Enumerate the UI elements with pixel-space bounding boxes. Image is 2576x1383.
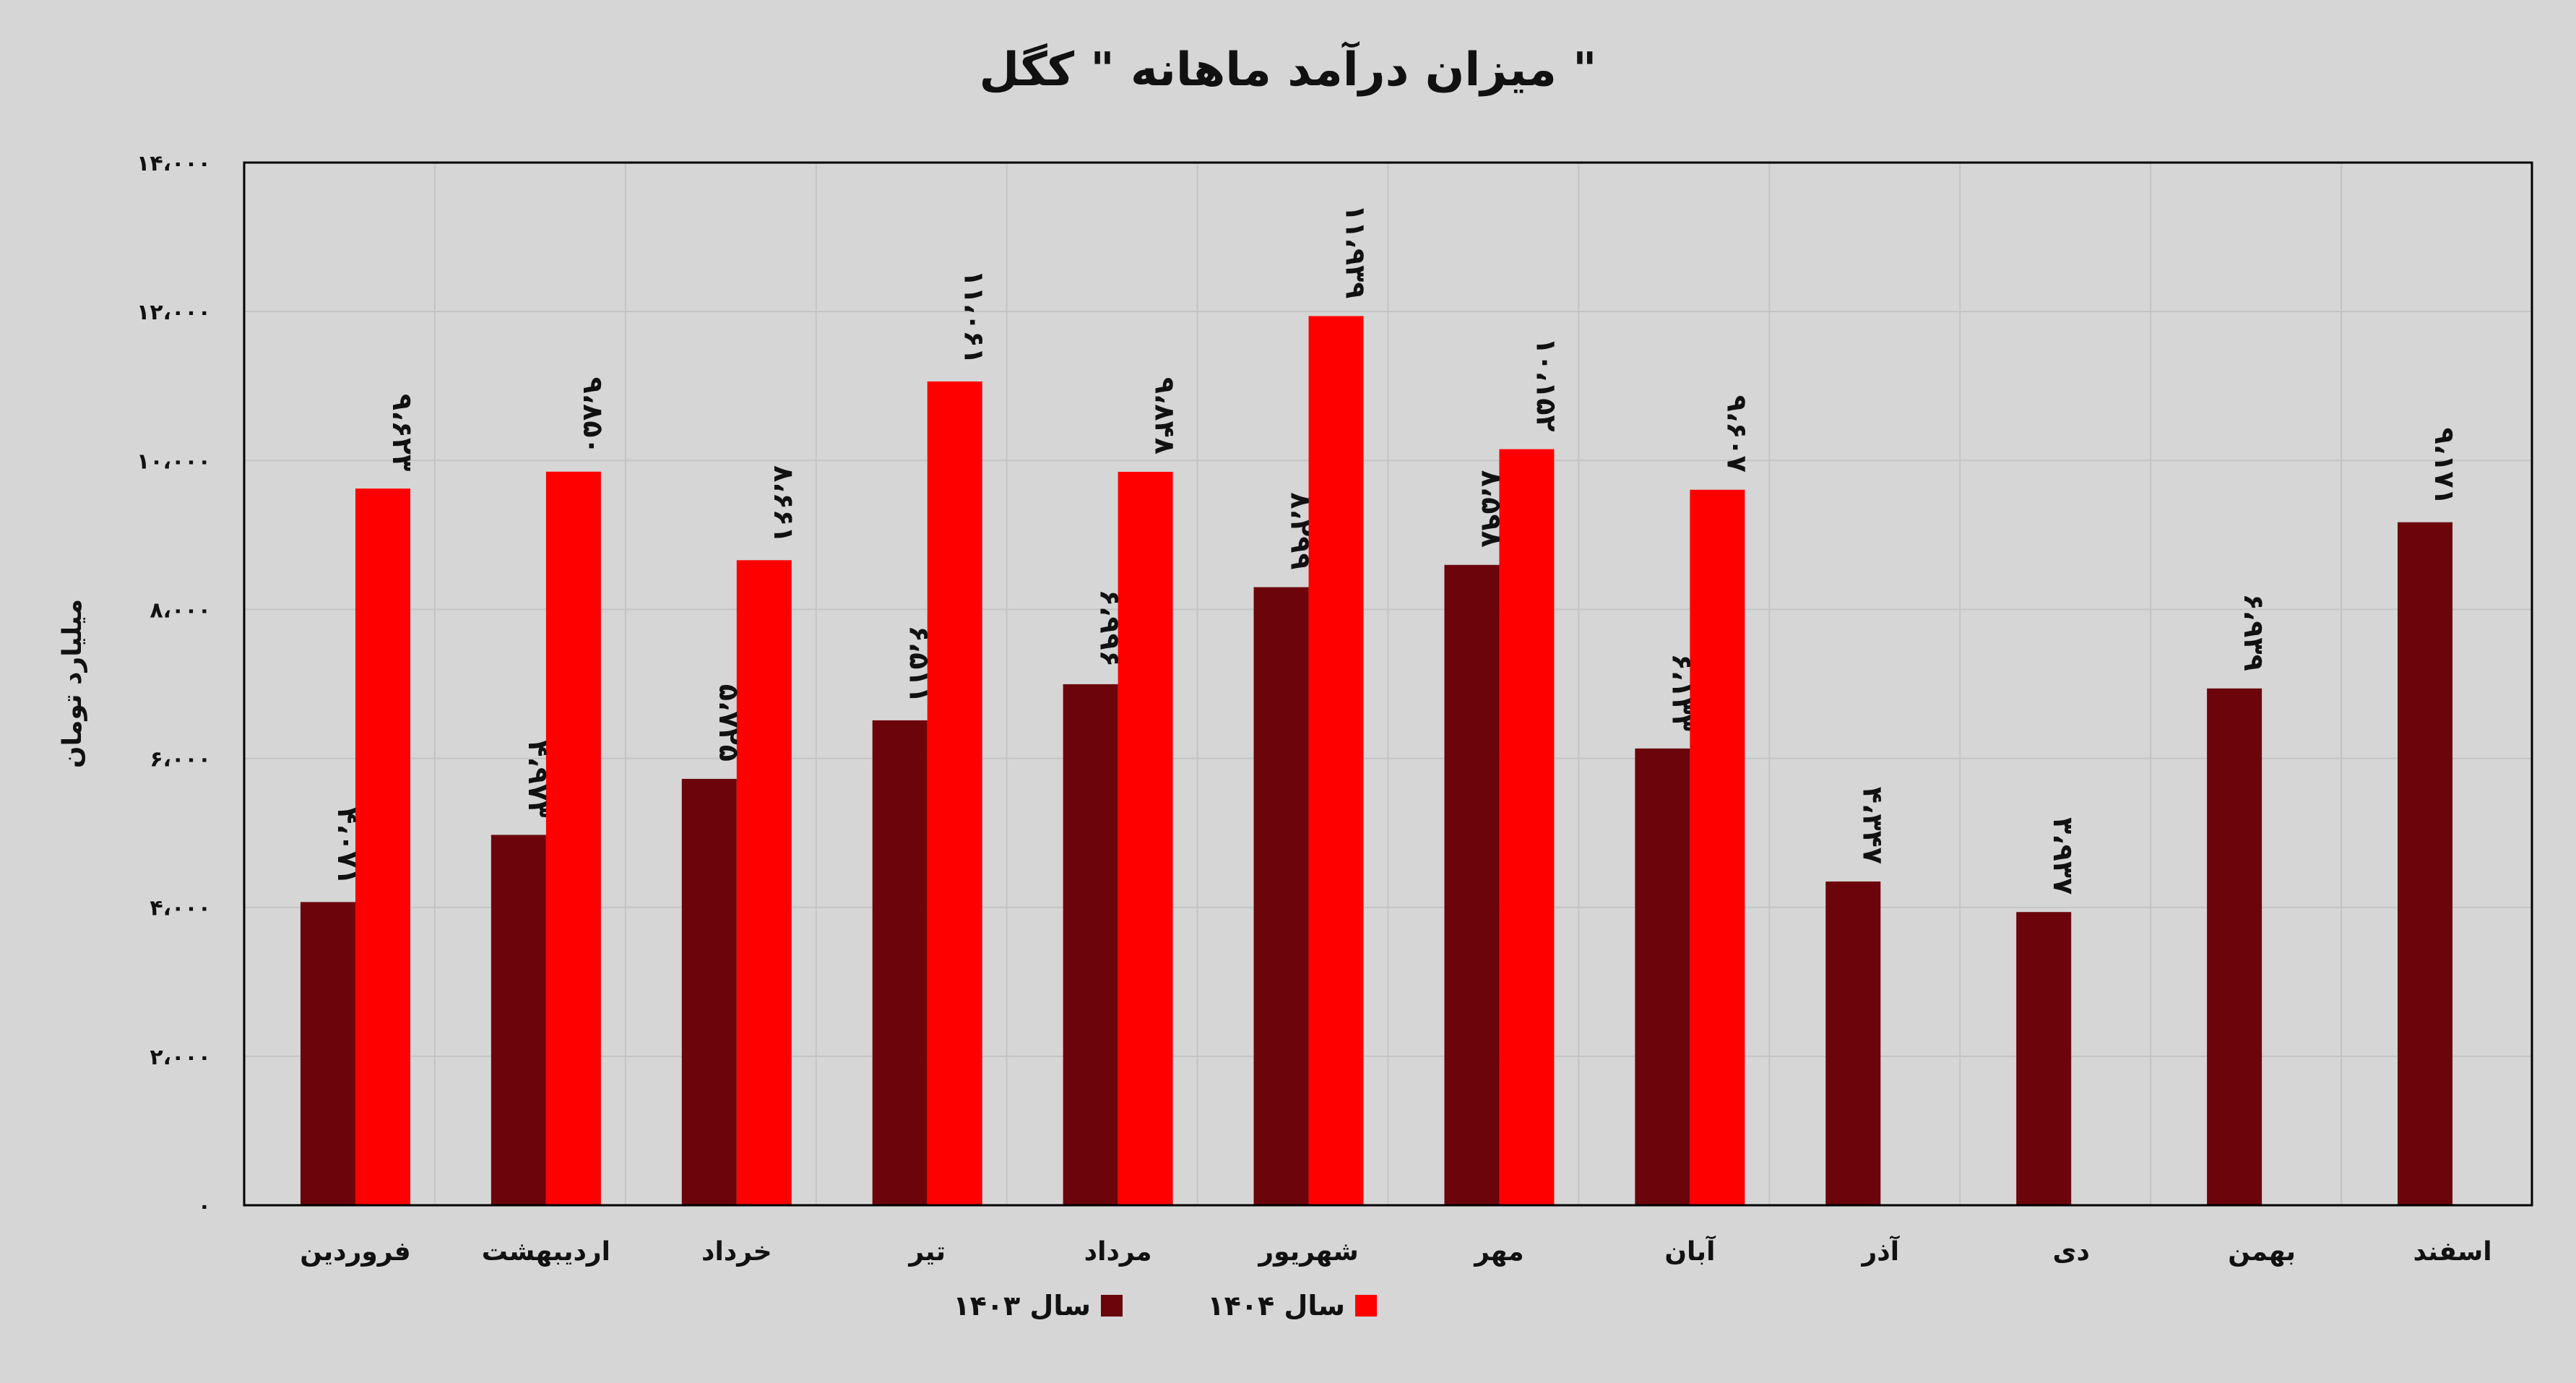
data-label: ۱۱،۹۳۹ — [1340, 204, 1372, 298]
data-labels: ۴،۰۷۱ ۹،۶۲۳ ۴،۹۷۳ ۹،۸۵۰ ۵،۷۲۵ ۸،۶۶۱ ۶،۵۱۱ ۱۱،۰۶… — [332, 204, 2460, 895]
data-label: ۴،۹۷۳ — [522, 740, 554, 817]
bars — [300, 316, 2453, 1206]
y-tick-label: ۶،۰۰۰ — [150, 747, 211, 772]
bar-1 — [2398, 522, 2453, 1205]
data-label: ۶،۹۳۹ — [2238, 594, 2270, 671]
category-label: اسفند — [2413, 1237, 2491, 1267]
y-axis-title: میلیارد تومان — [58, 599, 87, 768]
y-tick-label: ۴،۰۰۰ — [150, 896, 211, 921]
category-label: خرداد — [701, 1237, 772, 1267]
data-label: ۶،۹۹۶ — [1094, 590, 1126, 667]
category-label: مرداد — [1084, 1237, 1152, 1267]
data-label: ۴،۳۴۷ — [1857, 787, 1888, 864]
data-label: ۹،۸۵۰ — [577, 377, 609, 454]
y-tick-label: ۱۴،۰۰۰ — [137, 151, 211, 176]
data-label: ۱۰،۱۵۲ — [1530, 337, 1562, 431]
y-tick-label: ۲،۰۰۰ — [150, 1045, 211, 1070]
data-label: ۹،۶۲۳ — [386, 394, 418, 471]
y-tick-label: ۰ — [198, 1194, 211, 1219]
category-label: آبان — [1664, 1235, 1716, 1267]
bar-2 — [1499, 449, 1555, 1205]
plot-frame — [243, 161, 2533, 1207]
x-axis-categories: فروردین اردیبهشت خرداد تیر مرداد شهریور مهر آبا… — [300, 1235, 2491, 1267]
legend: سال ۱۴۰۴ سال ۱۴۰۳ — [953, 1290, 1377, 1322]
category-label: فروردین — [300, 1237, 410, 1267]
legend-swatch — [1101, 1295, 1123, 1317]
bar-1 — [2016, 912, 2072, 1205]
bar-2 — [545, 471, 601, 1205]
category-label: تیر — [907, 1237, 946, 1267]
bar-2 — [1308, 316, 1364, 1206]
bar-1 — [872, 720, 928, 1205]
data-label: ۶،۱۳۳ — [1666, 654, 1698, 731]
y-tick-label: ۱۰،۰۰۰ — [137, 449, 211, 474]
data-label: ۹،۱۷۱ — [2429, 428, 2460, 505]
y-axis-ticks: ۰ ۲،۰۰۰ ۴،۰۰۰ ۶،۰۰۰ ۸،۰۰۰ ۱۰،۰۰۰ ۱۲،۰۰۰ ۱۴،۰۰۰ — [137, 151, 211, 1219]
data-label: ۹،۸۴۸ — [1149, 377, 1181, 454]
data-label: ۸،۵۹۸ — [1475, 470, 1507, 548]
data-label: ۸،۲۹۹ — [1285, 492, 1317, 569]
bar-1 — [681, 778, 737, 1205]
legend-swatch — [1355, 1295, 1377, 1317]
category-label: دی — [2052, 1237, 2089, 1267]
data-label: ۵،۷۲۵ — [713, 684, 745, 762]
data-label: ۹،۶۰۷ — [1721, 395, 1752, 473]
data-label: ۶،۵۱۱ — [904, 626, 935, 703]
legend-label: سال ۱۴۰۳ — [953, 1290, 1091, 1322]
chart-title: میزان درآمد ماهانه " کگل " — [980, 40, 1597, 97]
bar-2 — [355, 488, 410, 1205]
bar-2 — [927, 381, 982, 1205]
data-label: ۳،۹۳۷ — [2047, 817, 2079, 895]
bar-1 — [2207, 688, 2262, 1205]
data-label: ۴،۰۷۱ — [332, 807, 363, 884]
category-label: بهمن — [2228, 1237, 2296, 1267]
bar-1 — [1444, 564, 1500, 1205]
bar-1 — [1253, 587, 1309, 1205]
bar-1 — [1063, 684, 1118, 1205]
bar-2 — [1118, 471, 1173, 1205]
bar-2 — [1690, 489, 1745, 1205]
category-label: مهر — [1473, 1237, 1523, 1267]
y-tick-label: ۱۲،۰۰۰ — [137, 300, 211, 325]
category-label: شهریور — [1257, 1237, 1358, 1267]
bar-1 — [490, 835, 546, 1205]
y-tick-label: ۸،۰۰۰ — [150, 598, 211, 623]
data-label: ۱۱،۰۶۱ — [959, 270, 990, 364]
bar-1 — [1635, 748, 1690, 1205]
category-label: اردیبهشت — [482, 1237, 610, 1267]
gridlines — [244, 163, 2532, 1205]
category-label: آذر — [1861, 1235, 1901, 1267]
data-label: ۸،۶۶۱ — [768, 465, 800, 543]
legend-label: سال ۱۴۰۴ — [1207, 1290, 1345, 1322]
bar-1 — [300, 902, 355, 1205]
bar-2 — [736, 560, 792, 1205]
bar-1 — [1825, 881, 1881, 1205]
